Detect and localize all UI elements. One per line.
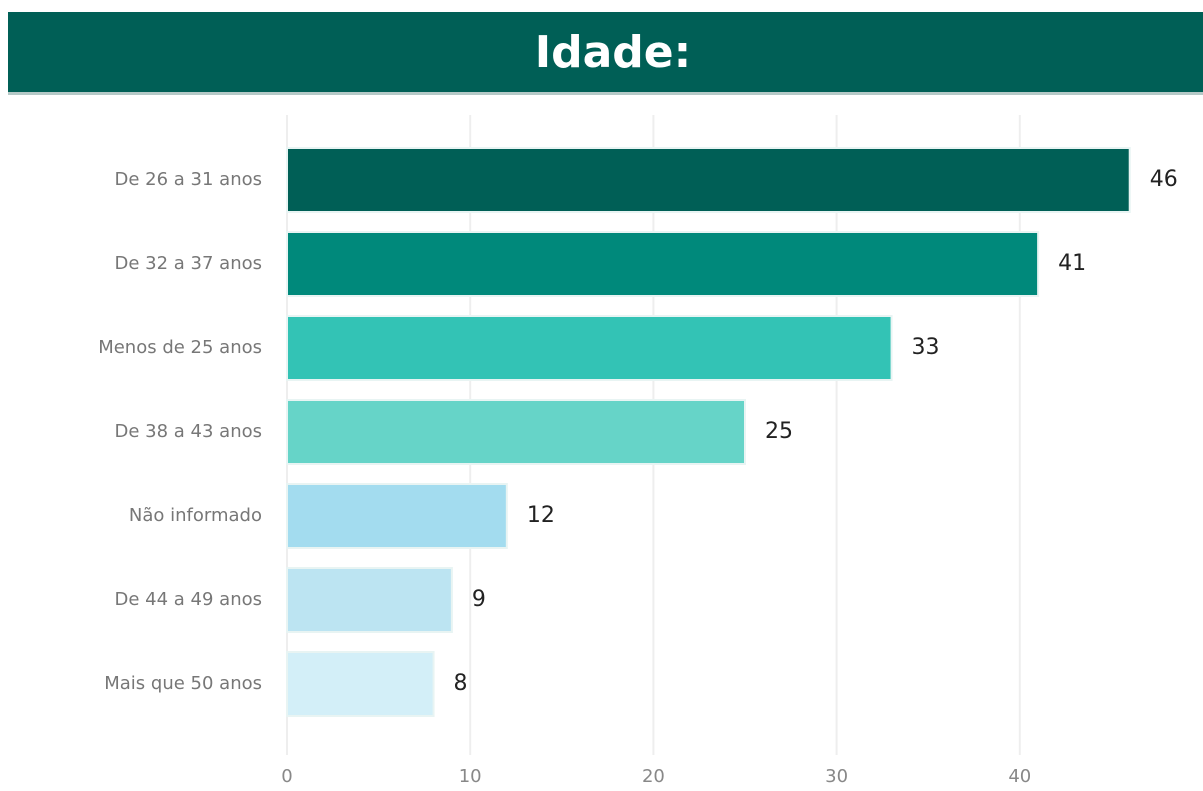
value-label: 46 [1150,167,1178,192]
bar [286,651,435,717]
y-tick-label: De 32 a 37 anos [115,253,263,274]
bar [286,147,1131,213]
title-underline [8,92,1203,95]
y-tick-label: Não informado [129,505,262,526]
x-tick-label: 10 [459,766,482,787]
x-tick-label: 0 [281,766,292,787]
y-tick-label: De 44 a 49 anos [115,589,263,610]
bar [286,231,1040,297]
x-tick-label: 30 [825,766,848,787]
value-label: 9 [472,587,486,612]
title-bar [8,12,1203,92]
x-tick-label: 40 [1008,766,1031,787]
value-label: 41 [1058,251,1086,276]
value-label: 33 [912,335,940,360]
y-tick-label: De 26 a 31 anos [115,169,263,190]
value-label: 8 [454,671,468,696]
bar [286,483,508,549]
y-tick-label: Mais que 50 anos [104,673,262,694]
value-label: 12 [527,503,555,528]
bar [286,567,453,633]
value-label: 25 [765,419,793,444]
chart-title: Idade: [535,27,692,78]
x-tick-label: 20 [642,766,665,787]
bar [286,315,893,381]
bar [286,399,746,465]
y-tick-label: Menos de 25 anos [98,337,262,358]
y-tick-label: De 38 a 43 anos [115,421,263,442]
